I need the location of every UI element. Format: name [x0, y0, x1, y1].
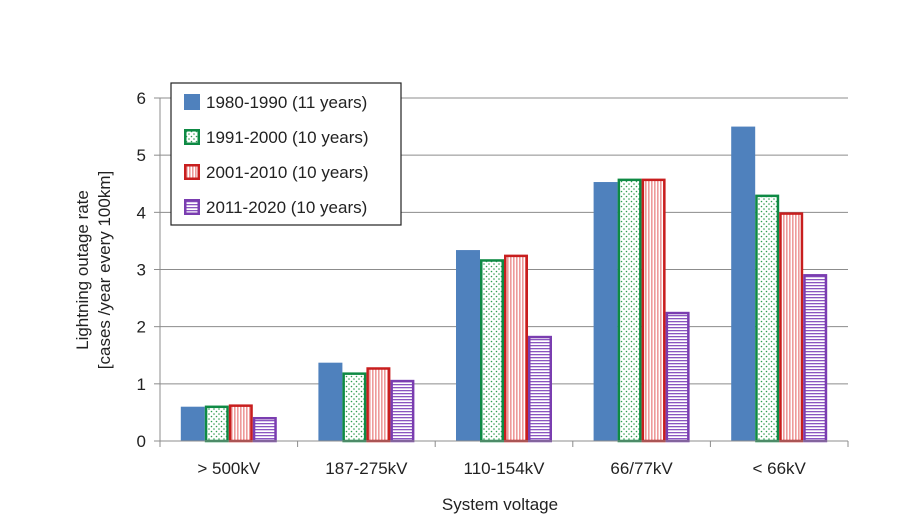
- bar: [180, 406, 205, 441]
- legend-swatch: [184, 129, 200, 145]
- y-tick-label: 4: [137, 203, 146, 222]
- bar: [617, 178, 642, 443]
- legend-label: 2011-2020 (10 years): [206, 198, 367, 217]
- x-category-label: < 66kV: [752, 459, 806, 478]
- bar: [665, 311, 690, 443]
- y-tick-label: 1: [137, 375, 146, 394]
- bar: [641, 178, 666, 443]
- x-category-label: 66/77kV: [610, 459, 673, 478]
- bar: [390, 379, 415, 443]
- legend: 1980-1990 (11 years) 1991-2000 (10 years)…: [170, 82, 402, 226]
- legend-label: 2001-2010 (10 years): [206, 163, 369, 182]
- legend-swatch: [184, 164, 200, 180]
- bar: [456, 250, 480, 441]
- y-axis-title-line1: Lightning outage rate: [73, 190, 92, 350]
- axes: [154, 97, 849, 447]
- y-tick-label: 5: [137, 146, 146, 165]
- bar: [803, 274, 828, 443]
- bar: [318, 362, 343, 441]
- bar: [252, 416, 277, 443]
- bar: [204, 405, 229, 443]
- legend-box: [170, 82, 402, 226]
- bar: [342, 372, 367, 443]
- y-axis-title-line2: [cases /year every 100km]: [95, 171, 114, 369]
- bar: [731, 126, 756, 441]
- x-category-label: 187-275kV: [325, 459, 408, 478]
- y-tick-label: 3: [137, 261, 146, 280]
- legend-label: 1991-2000 (10 years): [206, 128, 369, 147]
- legend-swatch: [184, 199, 200, 215]
- bar: [528, 335, 552, 443]
- y-tick-label: 6: [137, 89, 146, 108]
- bar: [366, 367, 391, 443]
- x-category-labels: > 500kV 187-275kV 110-154kV 66/77kV < 66kV: [197, 459, 806, 478]
- bar: [480, 259, 504, 443]
- bar: [755, 194, 780, 443]
- bar: [779, 212, 804, 443]
- x-category-label: 110-154kV: [464, 459, 546, 478]
- y-tick-label: 0: [137, 432, 146, 451]
- bar: [504, 254, 528, 443]
- y-tick-label: 2: [137, 318, 146, 337]
- bar: [228, 404, 253, 443]
- x-axis-title: System voltage: [442, 495, 558, 514]
- bar: [593, 182, 618, 441]
- x-category-label: > 500kV: [197, 459, 261, 478]
- y-tick-labels: 0 1 2 3 4 5 6: [137, 89, 146, 451]
- y-axis-title: Lightning outage rate [cases /year every…: [73, 171, 114, 369]
- legend-swatch: [184, 94, 200, 110]
- legend-label: 1980-1990 (11 years): [206, 93, 367, 112]
